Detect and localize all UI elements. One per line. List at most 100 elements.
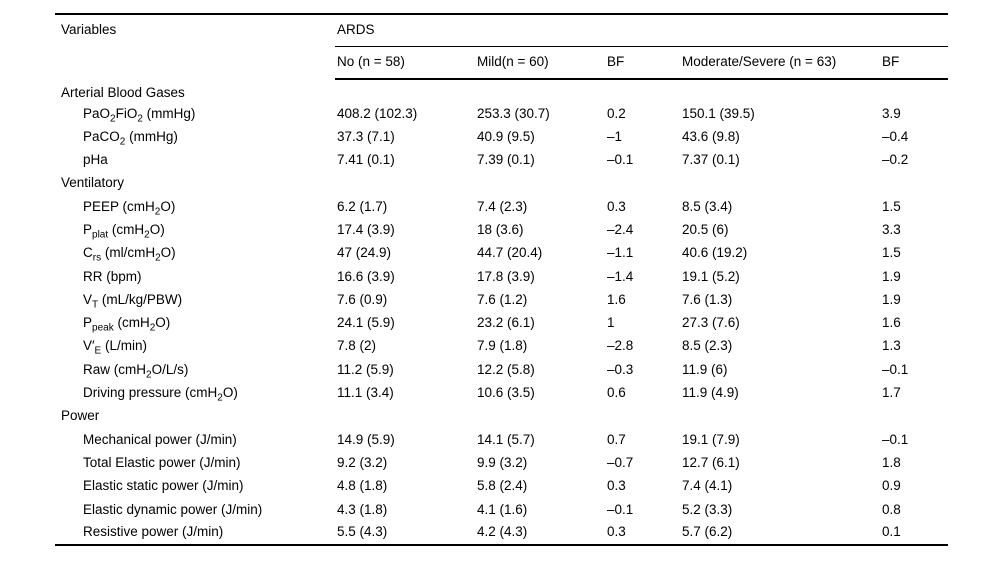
column-header-row: No (n = 58) Mild(n = 60) BF Moderate/Sev…	[55, 46, 949, 80]
cell-bf-1	[605, 405, 680, 428]
row-label: PaO2FiO2 (mmHg)	[83, 105, 196, 125]
column-header-bf-2: BF	[880, 46, 949, 80]
ards-group-header: ARDS	[335, 14, 949, 47]
cell-mild: 40.9 (9.5)	[477, 128, 535, 144]
table-row: RR (bpm) 16.6 (3.9) 17.8 (3.9) –1.4 19.1…	[55, 265, 948, 288]
cell-bf-1: 1.6	[607, 291, 626, 307]
cell-mild	[475, 405, 605, 428]
row-label: VT (mL/kg/PBW)	[83, 291, 183, 311]
cell-mild: 7.6 (1.2)	[477, 291, 528, 307]
table-row: PaO2FiO2 (mmHg) 408.2 (102.3) 253.3 (30.…	[55, 102, 948, 125]
cell-moderate-severe: 27.3 (7.6)	[682, 315, 740, 331]
cell-mild: 17.8 (3.9)	[477, 268, 535, 284]
cell-bf-1	[605, 172, 680, 195]
cell-bf-1: 0.2	[607, 105, 626, 121]
row-label: V′E (L/min)	[83, 338, 147, 358]
table-row: Raw (cmH2O/L/s) 11.2 (5.9) 12.2 (5.8) –0…	[55, 359, 948, 382]
cell-mild: 4.1 (1.6)	[477, 501, 528, 517]
cell-bf-2: –0.1	[882, 431, 909, 447]
table-row: Total Elastic power (J/min) 9.2 (3.2) 9.…	[55, 452, 948, 475]
cell-bf-2: –0.1	[882, 361, 909, 377]
cell-no-ards: 7.41 (0.1)	[337, 152, 395, 168]
table-row: Mechanical power (J/min) 14.9 (5.9) 14.1…	[55, 428, 948, 451]
cell-moderate-severe: 5.2 (3.3)	[682, 501, 733, 517]
cell-mild	[475, 79, 605, 102]
cell-bf-2	[880, 172, 948, 195]
cell-bf-1: 0.7	[607, 431, 626, 447]
cell-moderate-severe: 19.1 (5.2)	[682, 268, 740, 284]
cell-moderate-severe: 11.9 (4.9)	[682, 385, 739, 401]
cell-no-ards: 7.6 (0.9)	[337, 291, 388, 307]
empty-header-cell	[55, 46, 335, 79]
row-label: Arterial Blood Gases	[61, 84, 185, 100]
row-label: Pplat (cmH2O)	[83, 222, 165, 241]
cell-moderate-severe: 8.5 (3.4)	[682, 198, 733, 214]
table-row: Elastic static power (J/min) 4.8 (1.8) 5…	[55, 475, 948, 498]
table-row: Ppeak (cmH2O) 24.1 (5.9) 23.2 (6.1) 1 27…	[55, 312, 948, 335]
cell-mild: 12.2 (5.8)	[477, 361, 535, 377]
cell-bf-1: –1.1	[607, 245, 634, 261]
table-row: Pplat (cmH2O) 17.4 (3.9) 18 (3.6) –2.4 2…	[55, 219, 948, 242]
row-label: Raw (cmH2O/L/s)	[83, 361, 189, 381]
cell-moderate-severe: 43.6 (9.8)	[682, 128, 740, 144]
cell-bf-2: 3.3	[882, 222, 901, 237]
row-label: Ppeak (cmH2O)	[83, 315, 171, 334]
cell-bf-1: 0.3	[607, 198, 626, 214]
cell-moderate-severe: 40.6 (19.2)	[682, 245, 748, 261]
row-label: pHa	[83, 152, 108, 168]
cell-no-ards: 9.2 (3.2)	[337, 454, 388, 470]
table-row: PaCO2 (mmHg) 37.3 (7.1) 40.9 (9.5) –1 43…	[55, 126, 948, 149]
cell-bf-2	[880, 79, 948, 102]
cell-bf-2: 1.5	[882, 198, 901, 214]
row-label: Crs (ml/cmH2O)	[83, 245, 176, 264]
cell-no-ards: 408.2 (102.3)	[337, 105, 418, 121]
cell-mild: 10.6 (3.5)	[477, 385, 535, 401]
cell-moderate-severe: 12.7 (6.1)	[682, 454, 740, 470]
cell-mild: 5.8 (2.4)	[477, 478, 528, 494]
table-row: Crs (ml/cmH2O) 47 (24.9) 44.7 (20.4) –1.…	[55, 242, 948, 265]
cell-bf-2: 0.8	[882, 501, 901, 517]
cell-moderate-severe: 20.5 (6)	[682, 222, 729, 237]
cell-no-ards: 6.2 (1.7)	[337, 198, 388, 214]
cell-bf-1	[605, 79, 680, 102]
cell-bf-1: –0.3	[607, 361, 634, 377]
cell-moderate-severe	[680, 172, 880, 195]
cell-bf-2: –0.4	[882, 128, 909, 144]
cell-mild: 9.9 (3.2)	[477, 454, 528, 470]
ards-variables-table: Variables ARDS No (n = 58) Mild(n = 60) …	[55, 13, 949, 546]
cell-bf-2: 1.8	[882, 454, 901, 470]
cell-bf-1: 0.3	[607, 524, 626, 540]
cell-moderate-severe: 5.7 (6.2)	[682, 524, 733, 540]
row-label: Mechanical power (J/min)	[83, 431, 237, 447]
cell-mild: 253.3 (30.7)	[477, 105, 550, 121]
row-label: Total Elastic power (J/min)	[83, 454, 241, 470]
cell-bf-1: 0.3	[607, 478, 626, 494]
cell-bf-2: 3.9	[882, 105, 901, 121]
row-label: Power	[61, 408, 100, 424]
column-header-bf-1: BF	[605, 46, 680, 80]
table-body: Arterial Blood Gases PaO2FiO2 (mmHg) 408…	[55, 79, 948, 545]
cell-no-ards: 14.9 (5.9)	[337, 431, 395, 447]
variables-header: Variables	[61, 22, 117, 38]
cell-bf-2: 1.5	[882, 245, 901, 261]
cell-no-ards: 4.8 (1.8)	[337, 478, 388, 494]
cell-bf-2	[880, 405, 948, 428]
cell-bf-2: –0.2	[882, 152, 909, 168]
cell-bf-1: 0.6	[607, 385, 626, 401]
cell-mild: 14.1 (5.7)	[477, 431, 535, 447]
row-label: Elastic dynamic power (J/min)	[83, 501, 263, 517]
row-label: PEEP (cmH2O)	[83, 198, 176, 218]
cell-bf-1: –0.1	[607, 152, 634, 168]
cell-mild: 7.4 (2.3)	[477, 198, 528, 214]
cell-bf-1: 1	[607, 315, 615, 331]
cell-bf-1: –2.4	[607, 222, 634, 237]
cell-no-ards: 11.2 (5.9)	[337, 361, 394, 377]
cell-bf-1: –1	[607, 128, 623, 144]
cell-no-ards: 11.1 (3.4)	[337, 385, 394, 401]
column-header-no-ards: No (n = 58)	[335, 46, 475, 80]
row-label: RR (bpm)	[83, 268, 142, 284]
table-row: Elastic dynamic power (J/min) 4.3 (1.8) …	[55, 498, 948, 521]
cell-bf-2: 1.6	[882, 315, 901, 331]
cell-moderate-severe: 7.37 (0.1)	[682, 152, 740, 168]
